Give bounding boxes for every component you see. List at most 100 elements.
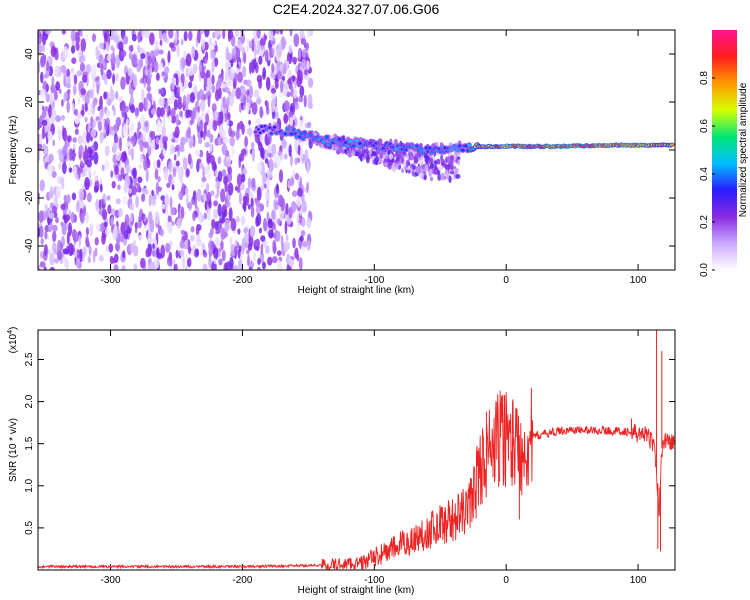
heatmap-cell (256, 30, 261, 39)
heatmap-cell (144, 97, 148, 111)
heatmap-cell (204, 57, 208, 64)
heatmap-cell (44, 203, 48, 212)
heatmap-cell (248, 85, 253, 99)
heatmap-cell (111, 180, 116, 189)
heatmap-cell (60, 203, 66, 211)
heatmap-cell (300, 230, 306, 237)
heatmap-cell (157, 176, 161, 183)
colorbar-tick-label: 0.8 (699, 71, 710, 85)
heatmap-cell (167, 215, 172, 223)
heatmap-cell (259, 132, 265, 143)
heatmap-cell (115, 90, 119, 100)
snr-series (38, 330, 675, 570)
heatmap-cell (216, 184, 220, 197)
heatmap-cell (169, 132, 173, 140)
heatmap-cell (80, 54, 86, 63)
y-tick-label: -20 (24, 190, 35, 205)
heatmap-cell (149, 66, 153, 75)
heatmap-cell (125, 141, 131, 148)
heatmap-cell (162, 114, 166, 128)
heatmap-cell (144, 68, 149, 75)
heatmap-cell (122, 250, 126, 259)
snr-ticks: -300 -200 -100 0 100 0.5 1.0 1.5 2.0 2.5 (24, 330, 675, 586)
heatmap-cell (228, 126, 233, 137)
heatmap-cell (227, 154, 232, 168)
heatmap-cell (140, 257, 146, 269)
heatmap-cell (47, 92, 54, 105)
heatmap-cell (160, 195, 166, 201)
heatmap-cell (243, 51, 247, 64)
snr-line (38, 387, 675, 570)
heatmap-cell (54, 65, 60, 78)
heatmap-cell (217, 156, 222, 165)
heatmap-cell (62, 248, 69, 255)
heatmap-cell (39, 225, 44, 238)
heatmap-cells (38, 30, 675, 270)
heatmap-cell (106, 54, 112, 62)
heatmap-cell (48, 212, 55, 220)
heatmap-cell (446, 155, 450, 163)
heatmap-cell (242, 195, 248, 204)
heatmap-cell (56, 250, 63, 261)
heatmap-cell (250, 262, 255, 268)
heatmap-cell (301, 216, 306, 228)
heatmap-cell (211, 84, 216, 93)
heatmap-cell (168, 30, 174, 39)
heatmap-cell (217, 136, 222, 146)
heatmap-cell (58, 88, 62, 94)
heatmap-cell (87, 255, 91, 264)
heatmap-cell (285, 127, 290, 131)
heatmap-cell (194, 149, 201, 157)
heatmap-cell (110, 216, 114, 227)
heatmap-cell (164, 66, 170, 75)
heatmap-cell (276, 156, 281, 168)
heatmap-cell (238, 191, 242, 205)
heatmap-cell (190, 111, 195, 125)
heatmap-cell (212, 208, 219, 220)
heatmap-cell (73, 74, 78, 85)
heatmap-cell (118, 41, 124, 52)
heatmap-cell (198, 61, 203, 73)
heatmap-cell (118, 207, 123, 218)
heatmap-cell (178, 190, 184, 201)
heatmap-cell (152, 243, 155, 250)
heatmap-cell (87, 107, 92, 116)
heatmap-cell (133, 263, 138, 270)
colorbar-ticks: 0.0 0.2 0.4 0.6 0.8 (699, 71, 715, 277)
heatmap-cell (246, 127, 253, 136)
heatmap-cell (203, 212, 208, 220)
heatmap-cell (255, 205, 261, 215)
heatmap-cell (41, 132, 46, 140)
heatmap-cell (85, 63, 92, 74)
heatmap-cell (208, 254, 212, 269)
heatmap-cell (251, 102, 258, 115)
heatmap-cell (265, 245, 270, 254)
heatmap-cell (273, 64, 278, 76)
heatmap-cell (246, 249, 250, 255)
heatmap-cell (275, 30, 280, 35)
heatmap-cell (457, 156, 460, 160)
heatmap-cell (62, 46, 69, 60)
heatmap-cell (74, 128, 79, 136)
heatmap-cell (128, 52, 133, 60)
heatmap-cell (154, 168, 159, 180)
heatmap-cell (107, 204, 112, 215)
heatmap-cell (99, 42, 104, 50)
heatmap-cell (80, 191, 83, 202)
heatmap-cell (143, 157, 148, 171)
heatmap-cell (190, 226, 195, 233)
heatmap-cell (196, 30, 201, 44)
snr-xlabel: Height of straight line (km) (298, 585, 415, 596)
heatmap-cell (204, 200, 208, 211)
heatmap-cell (165, 204, 169, 215)
heatmap-cell (77, 96, 81, 105)
heatmap-cell (166, 133, 171, 144)
heatmap-cell (123, 182, 128, 194)
heatmap-cell (455, 173, 461, 179)
heatmap-cell (140, 53, 146, 60)
heatmap-cell (89, 223, 94, 237)
heatmap-cell (241, 65, 247, 78)
heatmap-cell (130, 135, 136, 145)
heatmap-cell (208, 118, 214, 131)
heatmap-cell (144, 54, 148, 69)
